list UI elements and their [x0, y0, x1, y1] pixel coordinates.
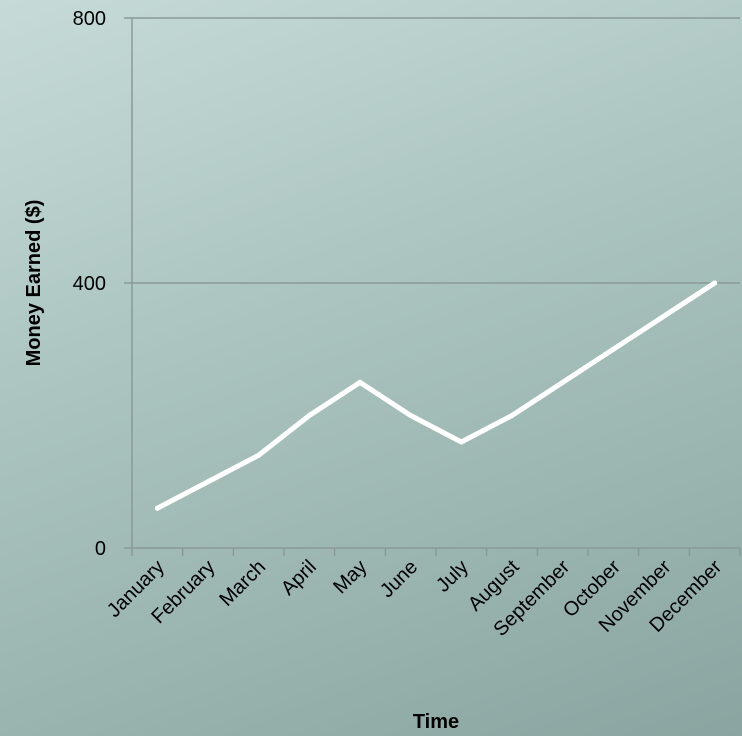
x-tick-label: June	[376, 556, 422, 602]
x-axis-title: Time	[413, 711, 459, 733]
series-line	[154, 280, 718, 511]
axes	[124, 17, 741, 556]
gridlines	[132, 17, 740, 284]
y-tick-label: 0	[95, 538, 106, 560]
data-point	[256, 452, 262, 458]
data-point	[610, 346, 616, 352]
y-tick-labels: 0 400 800	[73, 8, 106, 560]
data-point	[509, 413, 515, 418]
series-layer	[154, 280, 718, 511]
data-point	[205, 479, 211, 485]
data-point	[560, 379, 566, 385]
data-point	[154, 505, 160, 511]
x-tick-label: April	[277, 556, 321, 600]
x-tick-label: March	[215, 556, 270, 611]
x-tick-label: May	[329, 556, 371, 598]
data-point	[661, 313, 667, 319]
y-axis-title: Money Earned ($)	[23, 200, 45, 367]
data-point	[357, 379, 363, 385]
data-point	[458, 439, 464, 445]
x-tick-label: July	[432, 556, 473, 597]
data-point	[408, 413, 414, 418]
data-point	[306, 413, 312, 418]
y-tick-label: 400	[73, 273, 106, 295]
y-tick-label: 800	[73, 8, 106, 30]
data-point	[712, 280, 718, 286]
